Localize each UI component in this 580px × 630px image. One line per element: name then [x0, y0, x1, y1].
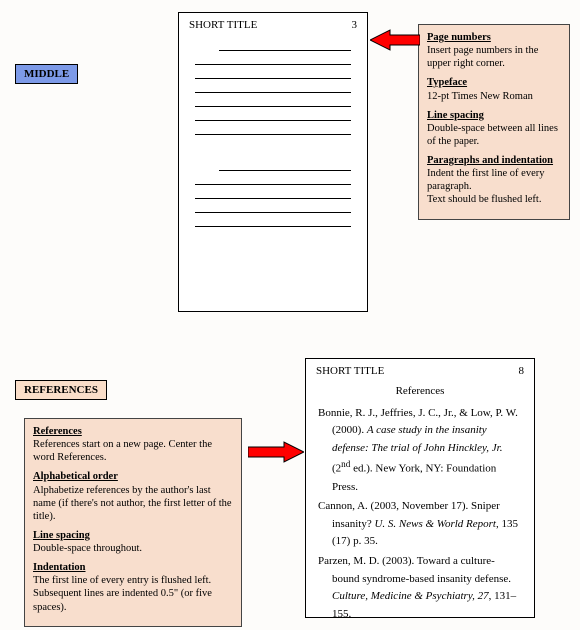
callout-formatting-notes: Page numbersInsert page numbers in the u…	[418, 24, 570, 220]
arrow-icon	[370, 28, 420, 52]
ruled-line	[195, 199, 351, 213]
callout-section: ReferencesReferences start on a new page…	[33, 425, 233, 464]
callout-heading: Page numbers	[427, 31, 561, 44]
ruled-line	[195, 213, 351, 227]
section-label-middle: MIDDLE	[15, 64, 78, 84]
callout-heading: Line spacing	[33, 529, 233, 542]
ruled-line	[195, 171, 351, 185]
references-body: References Bonnie, R. J., Jeffries, J. C…	[316, 383, 524, 623]
page-header: SHORT TITLE 3	[189, 19, 357, 31]
callout-section: Typeface12-pt Times New Roman	[427, 76, 561, 102]
ruled-line	[219, 157, 351, 171]
page-mock-references: SHORT TITLE 8 References Bonnie, R. J., …	[305, 358, 535, 618]
ruled-paragraph-2	[189, 157, 357, 227]
page-header: SHORT TITLE 8	[316, 365, 524, 377]
callout-heading: Line spacing	[427, 109, 561, 122]
ruled-line	[195, 121, 351, 135]
ruled-line	[195, 107, 351, 121]
callout-references-notes: ReferencesReferences start on a new page…	[24, 418, 242, 627]
ruled-line	[195, 79, 351, 93]
callout-heading: Typeface	[427, 76, 561, 89]
callout-heading: Alphabetical order	[33, 470, 233, 483]
ruled-line	[219, 37, 351, 51]
callout-section: IndentationThe first line of every entry…	[33, 561, 233, 614]
reference-entry: Parzen, M. D. (2003). Toward a culture-b…	[318, 553, 522, 623]
callout-heading: References	[33, 425, 233, 438]
callout-section: Paragraphs and indentationIndent the fir…	[427, 154, 561, 207]
arrow-icon	[248, 440, 304, 464]
running-head: SHORT TITLE	[189, 19, 257, 31]
callout-section: Line spacingDouble-space between all lin…	[427, 109, 561, 148]
callout-section: Alphabetical orderAlphabetize references…	[33, 470, 233, 523]
ruled-line	[195, 185, 351, 199]
ruled-line	[195, 51, 351, 65]
page-number: 3	[352, 19, 358, 31]
ruled-paragraph-1	[189, 37, 357, 135]
section-label-references: REFERENCES	[15, 380, 107, 400]
page-number: 8	[519, 365, 525, 377]
ruled-line	[195, 65, 351, 79]
references-heading: References	[318, 383, 522, 401]
callout-heading: Paragraphs and indentation	[427, 154, 561, 167]
callout-heading: Indentation	[33, 561, 233, 574]
page-mock-middle: SHORT TITLE 3	[178, 12, 368, 312]
reference-entry: Bonnie, R. J., Jeffries, J. C., Jr., & L…	[318, 405, 522, 497]
callout-section: Line spacingDouble-space throughout.	[33, 529, 233, 555]
running-head: SHORT TITLE	[316, 365, 384, 377]
callout-section: Page numbersInsert page numbers in the u…	[427, 31, 561, 70]
ruled-line	[195, 93, 351, 107]
reference-entry: Cannon, A. (2003, November 17). Sniper i…	[318, 498, 522, 551]
